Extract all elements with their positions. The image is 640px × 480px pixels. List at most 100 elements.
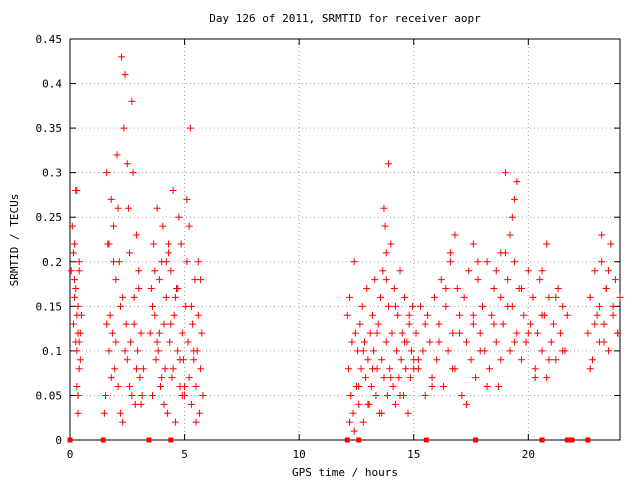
data-point xyxy=(169,365,177,373)
data-point xyxy=(343,311,351,319)
data-point xyxy=(559,302,567,310)
data-point xyxy=(485,365,493,373)
data-point xyxy=(412,329,420,337)
data-point xyxy=(405,320,413,328)
data-point xyxy=(593,311,601,319)
data-point xyxy=(385,160,393,168)
data-point xyxy=(74,391,82,399)
data-point xyxy=(371,276,379,284)
data-point xyxy=(351,329,359,337)
data-point xyxy=(449,329,457,337)
data-point xyxy=(74,409,82,417)
data-point xyxy=(73,186,81,194)
data-point xyxy=(401,338,409,346)
data-point xyxy=(378,409,386,417)
data-point xyxy=(552,356,560,364)
data-point xyxy=(67,267,75,275)
data-point xyxy=(162,258,170,266)
data-point xyxy=(524,267,532,275)
data-point xyxy=(147,285,155,293)
data-point xyxy=(473,437,479,443)
data-point xyxy=(513,178,521,186)
data-point xyxy=(444,347,452,355)
data-point xyxy=(591,320,599,328)
data-point xyxy=(600,338,608,346)
data-point xyxy=(152,356,160,364)
data-point xyxy=(103,320,111,328)
data-point xyxy=(456,329,464,337)
data-point xyxy=(506,347,514,355)
data-point xyxy=(350,427,358,435)
data-point xyxy=(75,365,83,373)
y-tick-label: 0.2 xyxy=(42,256,62,269)
data-point xyxy=(356,437,362,443)
data-point xyxy=(197,276,205,284)
data-point xyxy=(119,293,127,301)
data-point xyxy=(380,374,388,382)
data-point xyxy=(609,302,617,310)
data-point xyxy=(465,267,473,275)
data-point xyxy=(517,356,525,364)
data-point xyxy=(103,169,111,177)
data-point xyxy=(462,338,470,346)
data-point xyxy=(460,293,468,301)
data-point xyxy=(536,276,544,284)
data-point xyxy=(433,356,441,364)
data-point xyxy=(607,240,615,248)
data-point xyxy=(67,437,73,443)
data-point xyxy=(136,374,144,382)
data-point xyxy=(163,409,171,417)
data-point xyxy=(538,311,546,319)
data-point xyxy=(120,124,128,132)
data-point xyxy=(72,285,80,293)
y-tick-label: 0.05 xyxy=(36,389,63,402)
data-point xyxy=(132,365,140,373)
data-point xyxy=(513,329,521,337)
data-point xyxy=(178,329,186,337)
data-point xyxy=(197,365,205,373)
data-point xyxy=(492,338,500,346)
data-point xyxy=(127,338,135,346)
data-point xyxy=(138,391,146,399)
data-point xyxy=(584,329,592,337)
data-point xyxy=(538,267,546,275)
data-point xyxy=(379,267,387,275)
y-tick-label: 0.4 xyxy=(42,78,62,91)
data-point xyxy=(453,285,461,293)
data-point xyxy=(360,338,368,346)
data-point xyxy=(383,391,391,399)
x-tick-label: 5 xyxy=(181,448,188,461)
data-point xyxy=(181,383,189,391)
data-point xyxy=(569,437,575,443)
data-point xyxy=(355,400,363,408)
data-point xyxy=(174,347,182,355)
data-point xyxy=(529,293,537,301)
data-point xyxy=(187,400,195,408)
data-point xyxy=(155,276,163,284)
data-point xyxy=(167,320,175,328)
data-point xyxy=(190,347,198,355)
data-point xyxy=(430,293,438,301)
data-point xyxy=(387,240,395,248)
data-point xyxy=(437,276,445,284)
data-point xyxy=(374,320,382,328)
data-point xyxy=(183,258,191,266)
data-point xyxy=(402,365,410,373)
data-point xyxy=(126,249,134,257)
data-point xyxy=(396,391,404,399)
data-point xyxy=(347,391,355,399)
data-point xyxy=(545,356,553,364)
data-point xyxy=(185,374,193,382)
data-point xyxy=(76,356,84,364)
data-point xyxy=(472,374,480,382)
data-point xyxy=(153,204,161,212)
data-point xyxy=(169,186,177,194)
data-point xyxy=(129,169,137,177)
data-point xyxy=(69,320,77,328)
data-point xyxy=(111,365,119,373)
data-point xyxy=(372,391,380,399)
data-point xyxy=(106,311,114,319)
data-point xyxy=(161,365,169,373)
data-point xyxy=(192,418,200,426)
data-point xyxy=(488,311,496,319)
